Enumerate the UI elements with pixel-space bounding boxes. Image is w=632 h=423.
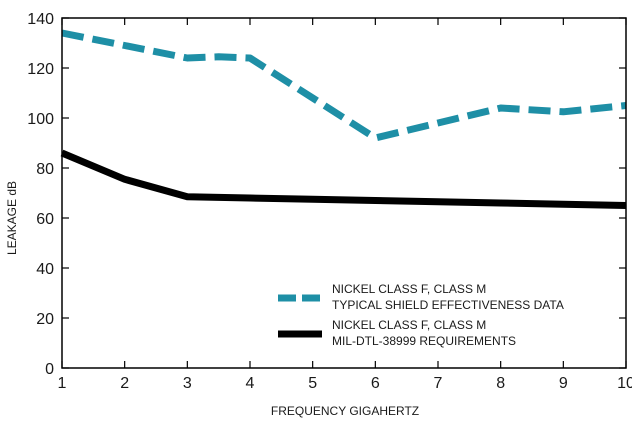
x-tick-label: 2 [120,375,129,392]
y-tick-label: 60 [36,211,54,228]
legend-entry-line: NICKEL CLASS F, CLASS M [332,282,486,296]
x-tick-label: 4 [246,375,255,392]
y-tick-label: 40 [36,261,54,278]
legend-entry-line: NICKEL CLASS F, CLASS M [332,318,486,332]
y-tick-label: 100 [27,111,54,128]
series-requirements-line [60,149,627,209]
legend-entry-line: TYPICAL SHIELD EFFECTIVENESS DATA [332,298,564,312]
y-tick-label: 140 [27,11,54,28]
legend-entry-line: MIL-DTL-38999 REQUIREMENTS [332,334,516,348]
x-tick-label: 1 [58,375,67,392]
y-axis-title: LEAKAGE dB [5,181,19,255]
x-tick-label: 3 [183,375,192,392]
legend: NICKEL CLASS F, CLASS M TYPICAL SHIELD EF… [278,282,564,348]
x-tick-label: 10 [617,375,632,392]
y-tick-label: 20 [36,311,54,328]
x-tick-label: 9 [559,375,568,392]
x-tick-label: 6 [371,375,380,392]
x-axis-title: FREQUENCY GIGAHERTZ [271,404,419,418]
y-tick-label: 120 [27,61,54,78]
y-tick-label: 0 [45,361,54,378]
series-layer [60,29,627,209]
plot-frame [61,17,627,369]
x-tick-label: 5 [308,375,317,392]
axes-layer [61,17,627,369]
series-shield-effectiveness-line [61,29,627,142]
x-tick-label: 7 [434,375,443,392]
y-tick-label: 80 [36,161,54,178]
x-tick-label: 8 [496,375,505,392]
